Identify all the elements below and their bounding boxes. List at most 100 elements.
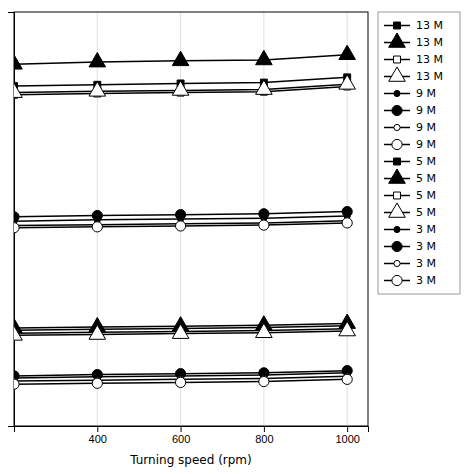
- legend-item: 5 M: [384, 203, 436, 219]
- legend-item: 13 M: [384, 67, 443, 83]
- legend-item: 5 M: [384, 155, 436, 168]
- legend-swatch-marker: [394, 260, 400, 266]
- series-marker: [172, 81, 189, 95]
- legend-label: 13 M: [416, 36, 443, 49]
- legend-swatch-marker: [389, 203, 406, 217]
- legend-label: 3 M: [416, 223, 436, 236]
- legend-item: 13 M: [384, 53, 443, 66]
- legend-label: 9 M: [416, 138, 436, 151]
- x-tick-label: 400: [89, 433, 107, 445]
- legend-label: 9 M: [416, 87, 436, 100]
- legend-item: 9 M: [384, 138, 436, 151]
- legend-label: 13 M: [416, 70, 443, 83]
- series-marker: [342, 218, 352, 228]
- legend-label: 5 M: [416, 155, 436, 168]
- plot-frame: [14, 12, 368, 426]
- y-axis: [8, 13, 15, 427]
- legend-item: 3 M: [384, 274, 436, 287]
- x-axis-line: [15, 427, 369, 433]
- x-tick: 600: [172, 426, 190, 445]
- legend-label: 5 M: [416, 189, 436, 202]
- series-marker: [175, 377, 185, 387]
- legend-swatch-marker: [392, 105, 402, 115]
- legend-item: 13 M: [384, 19, 443, 32]
- legend-swatch-marker: [392, 241, 402, 251]
- legend-item: 3 M: [384, 257, 436, 270]
- legend-label: 9 M: [416, 104, 436, 117]
- series-marker: [339, 321, 356, 335]
- series-marker: [259, 376, 269, 386]
- series-marker: [339, 75, 356, 89]
- series-marker: [256, 80, 273, 94]
- legend-swatch-marker: [394, 56, 401, 63]
- legend-item: 3 M: [384, 223, 436, 236]
- series-marker: [92, 378, 102, 388]
- legend-swatch-marker: [392, 275, 402, 285]
- legend-swatch-marker: [394, 124, 400, 130]
- y-axis-line: [8, 13, 15, 427]
- series-marker: [256, 50, 273, 64]
- x-tick-mark: [181, 426, 182, 432]
- legend-label: 13 M: [416, 53, 443, 66]
- legend-item: 13 M: [384, 33, 443, 49]
- legend-label: 9 M: [416, 121, 436, 134]
- series-marker: [259, 209, 269, 219]
- x-axis-title: Turning speed (rpm): [129, 453, 251, 467]
- x-tick-mark: [347, 426, 348, 432]
- chart: 4006008001000Turning speed (rpm)13 M13 M…: [0, 0, 474, 474]
- legend-label: 5 M: [416, 172, 436, 185]
- series-marker: [92, 210, 102, 220]
- series-group: [14, 45, 355, 389]
- legend-swatch-marker: [394, 192, 401, 199]
- series-marker: [14, 83, 22, 97]
- x-tick: 1000: [335, 426, 359, 445]
- legend-swatch-marker: [394, 90, 400, 96]
- legend-label: 13 M: [416, 19, 443, 32]
- series-marker: [259, 220, 269, 230]
- legend-label: 3 M: [416, 257, 436, 270]
- legend-swatch-marker: [392, 139, 402, 149]
- x-tick-mark: [97, 426, 98, 432]
- x-tick-label: 800: [255, 433, 273, 445]
- series-marker: [92, 222, 102, 232]
- series-marker: [172, 51, 189, 65]
- series-marker: [14, 379, 19, 389]
- legend-swatch-marker: [394, 226, 400, 232]
- legend-item: 9 M: [384, 104, 436, 117]
- series-marker: [89, 325, 106, 339]
- legend-label: 3 M: [416, 274, 436, 287]
- series-marker: [172, 324, 189, 338]
- legend-swatch-marker: [394, 158, 401, 165]
- legend-swatch-marker: [389, 67, 406, 81]
- x-axis: 400 600 800 1000: [15, 426, 369, 445]
- legend-swatch-marker: [389, 33, 406, 47]
- series-marker: [89, 53, 106, 67]
- legend-swatch-marker: [389, 169, 406, 183]
- series-marker: [89, 82, 106, 96]
- legend-item: 9 M: [384, 87, 436, 100]
- series-marker: [14, 223, 19, 233]
- series-marker: [342, 374, 352, 384]
- series-marker: [14, 212, 19, 222]
- x-tick-label: 1000: [335, 433, 359, 445]
- series-marker: [256, 323, 273, 337]
- series-marker: [342, 206, 352, 216]
- legend: 13 M 13 M 13 M 13 M 9 M 9 M 9 M 9 M 5 M 5 M 5 M 5 M…: [378, 12, 460, 294]
- series-marker: [14, 326, 22, 340]
- plot: 400 600 800 1000: [6, 12, 369, 445]
- series-marker: [14, 55, 22, 69]
- legend-item: 3 M: [384, 240, 436, 253]
- series-marker: [175, 210, 185, 220]
- legend-frame: [378, 12, 460, 294]
- legend-swatch-marker: [394, 22, 401, 29]
- x-tick-label: 600: [172, 433, 190, 445]
- x-tick-mark: [264, 426, 265, 432]
- series-marker: [175, 221, 185, 231]
- series-marker: [339, 45, 356, 59]
- legend-item: 5 M: [384, 189, 436, 202]
- legend-label: 3 M: [416, 240, 436, 253]
- x-tick: 400: [89, 426, 107, 445]
- legend-item: 9 M: [384, 121, 436, 134]
- legend-label: 5 M: [416, 206, 436, 219]
- x-tick: 800: [255, 426, 273, 445]
